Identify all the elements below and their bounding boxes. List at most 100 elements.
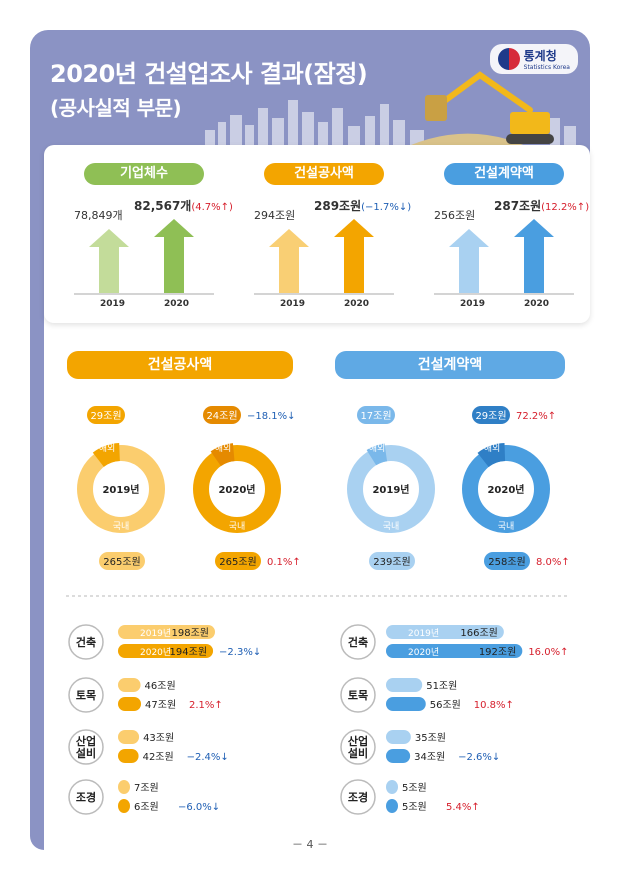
donut-year-label: 2020년	[487, 483, 524, 496]
year-label-2019: 2019	[100, 299, 126, 309]
change-label: (−1.7%↓)	[361, 202, 412, 213]
bar-2019	[386, 780, 398, 794]
arrow-2019	[269, 229, 309, 293]
change-label: (4.7%↑)	[191, 202, 233, 213]
bar-2019	[118, 625, 216, 639]
change-label: −6.0%↓	[178, 802, 220, 813]
change-label: −2.3%↓	[219, 647, 261, 658]
value-label-2019: 46조원	[145, 680, 176, 692]
value-label-2020: 42조원	[143, 751, 174, 763]
overseas-label: 해외	[99, 442, 116, 454]
value-2020: 287조원(12.2%↑)	[494, 199, 590, 213]
category-label: 조경	[348, 790, 368, 804]
bar-2020	[386, 749, 411, 763]
section-divider	[66, 595, 570, 597]
overseas-badge	[203, 406, 241, 424]
legend-2019: 2019년	[408, 628, 439, 639]
value-label-2019: 166조원	[460, 627, 498, 639]
value-label-2019: 7조원	[134, 782, 159, 794]
donut-overseas-slice	[92, 443, 120, 467]
change-label: −2.4%↓	[187, 752, 229, 763]
overseas-badge	[472, 406, 510, 424]
domestic-value: 239조원	[373, 556, 411, 568]
arrow-2020	[514, 219, 554, 293]
value-label-2020: 5조원	[402, 801, 427, 813]
change-label: 2.1%↑	[189, 700, 223, 711]
value-label-2020: 194조원	[170, 646, 208, 658]
summary-pill-2: 건설계약액	[444, 163, 564, 185]
category-circle	[340, 624, 376, 660]
value-label-2019: 35조원	[415, 732, 446, 744]
overseas-change: 72.2%↑	[516, 411, 556, 422]
overseas-value: 17조원	[360, 410, 391, 422]
value-label-2019: 43조원	[143, 732, 174, 744]
category-label: 산업	[76, 734, 96, 748]
value-label-2019: 198조원	[172, 627, 210, 639]
value-2019: 78,849개	[74, 209, 123, 222]
sidebar-accent	[30, 150, 44, 850]
arrow-2020	[334, 219, 374, 293]
domestic-value: 265조원	[103, 556, 141, 568]
domestic-badge	[369, 552, 415, 570]
legend-2019: 2019년	[140, 628, 171, 639]
value-2019: 256조원	[434, 209, 476, 222]
bar-2020	[386, 697, 426, 711]
overseas-badge	[357, 406, 395, 424]
statistics-korea-logo: 통계청 Statistics Korea	[489, 44, 578, 74]
change-label: 5.4%↑	[446, 802, 480, 813]
summary-pill-0: 기업체수	[84, 163, 204, 185]
category-circle	[68, 729, 104, 765]
legend-2020: 2020년	[408, 647, 439, 658]
donut-domestic-ring	[77, 445, 165, 533]
value-label-2020: 56조원	[430, 699, 461, 711]
category-label: 조경	[76, 790, 96, 804]
category-label: 건축	[76, 635, 96, 649]
section-pill-contract: 건설계약액	[335, 351, 565, 379]
arrow-2019	[449, 229, 489, 293]
category-label: 산업	[348, 734, 368, 748]
category-label: 건축	[348, 635, 368, 649]
overseas-change: −18.1%↓	[247, 411, 296, 422]
category-label: 토목	[76, 689, 96, 702]
summary-pill-1: 건설공사액	[264, 163, 384, 185]
value-label-2020: 34조원	[414, 751, 445, 763]
value-label-2020: 6조원	[134, 801, 159, 813]
domestic-label: 국내	[229, 521, 246, 532]
overseas-value: 29조원	[90, 410, 121, 422]
bar-2019	[386, 730, 411, 744]
category-label: 설비	[76, 746, 96, 760]
header-banner: 2020년 건설업조사 결과(잠정) (공사실적 부문) 통계청 Statist…	[30, 30, 590, 155]
bar-2019	[386, 678, 423, 692]
category-circle	[68, 677, 104, 713]
value-2019: 294조원	[254, 209, 296, 222]
year-label-2020: 2020	[524, 299, 550, 309]
section-pill-construction: 건설공사액	[67, 351, 293, 379]
summary-card: 기업체수 78,849개 82,567개(4.7%↑) 2019 2020 건설공사액 29…	[44, 145, 590, 323]
page-title: 2020년 건설업조사 결과(잠정)	[50, 60, 368, 88]
bar-2020	[386, 644, 523, 658]
bar-chart-1: 건축 2019년 2020년 166조원 192조원 16.0%↑ 토목 51조원 56조원 10…	[340, 624, 568, 815]
change-label: −2.6%↓	[458, 752, 500, 763]
arrow-2019	[89, 229, 129, 293]
change-label: 10.8%↑	[474, 700, 514, 711]
category-circle	[340, 729, 376, 765]
year-label-2019: 2019	[460, 299, 486, 309]
domestic-badge	[215, 552, 261, 570]
overseas-label: 해외	[369, 442, 386, 454]
overseas-value: 24조원	[206, 410, 237, 422]
bar-2019	[386, 625, 504, 639]
logo-text: 통계청	[523, 49, 557, 63]
domestic-value: 258조원	[488, 556, 526, 568]
value-2020: 289조원(−1.7%↓)	[314, 199, 412, 213]
arrow-2020	[154, 219, 194, 293]
value-label-2020: 192조원	[479, 646, 517, 658]
overseas-badge	[87, 406, 125, 424]
category-circle	[340, 677, 376, 713]
donut-year-label: 2019년	[372, 483, 409, 496]
donut-overseas-slice	[210, 443, 235, 467]
donut-domestic-ring	[347, 445, 435, 533]
category-label: 설비	[348, 746, 368, 760]
